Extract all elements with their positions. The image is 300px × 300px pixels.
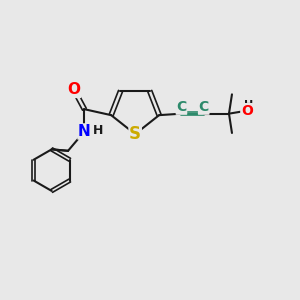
Text: C: C (176, 100, 187, 114)
Text: C: C (199, 100, 209, 114)
Text: O: O (241, 104, 253, 118)
Text: H: H (93, 124, 103, 136)
Text: N: N (78, 124, 91, 139)
Text: O: O (68, 82, 80, 98)
Text: H: H (244, 100, 253, 110)
Text: S: S (129, 125, 141, 143)
